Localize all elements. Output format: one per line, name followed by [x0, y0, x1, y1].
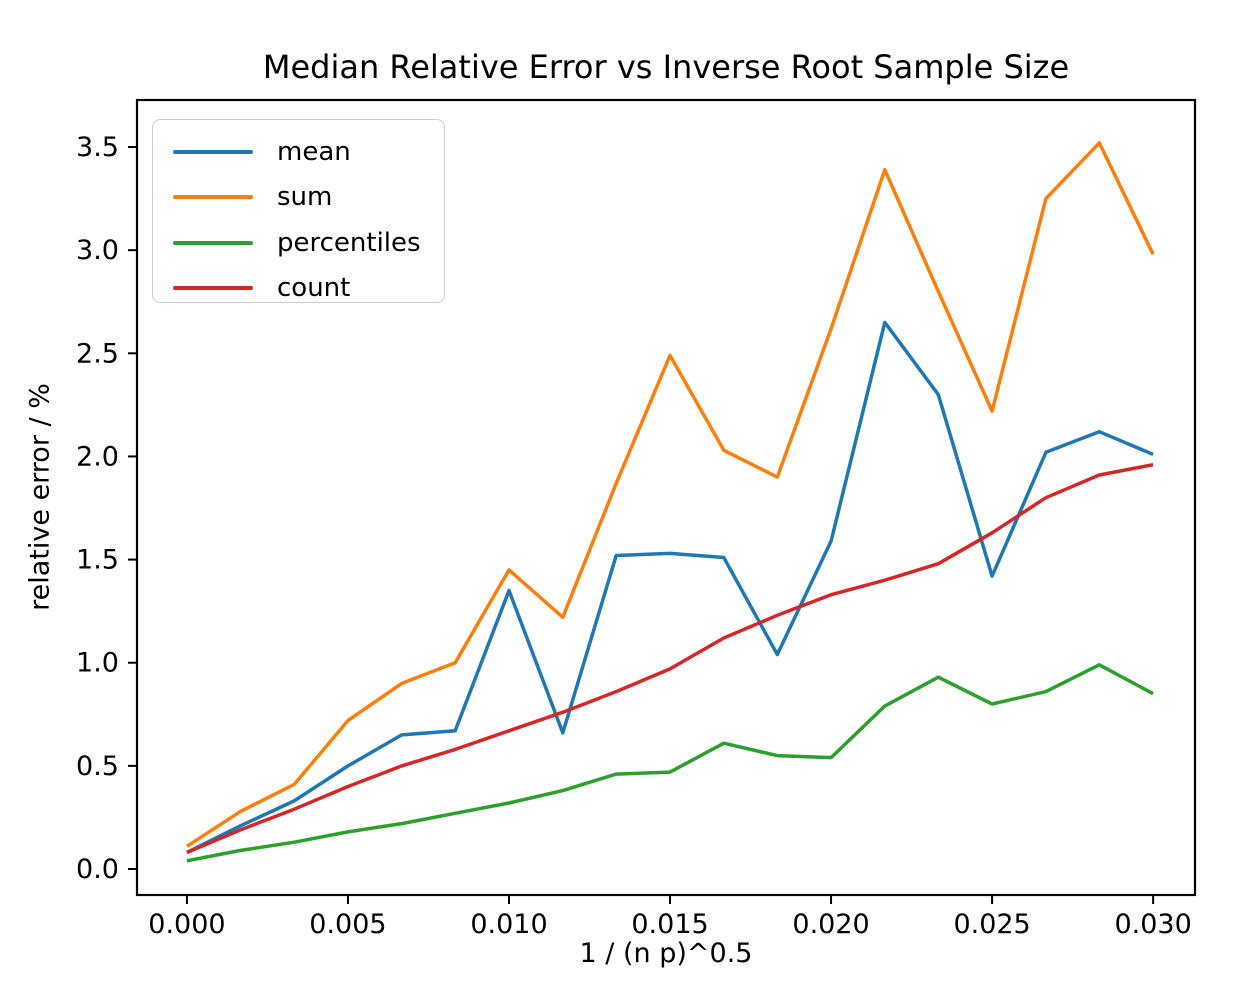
chart-line-percentiles — [186, 663, 1154, 863]
legend-label-sum: sum — [277, 182, 333, 213]
legend-swatch-count — [173, 286, 253, 291]
legend-item-count: count — [173, 266, 430, 312]
y-tick-label: 2.0 — [76, 441, 119, 472]
y-tick-label: 3.0 — [76, 235, 119, 266]
chart-line-sum — [185, 141, 1155, 848]
legend-item-percentiles: percentiles — [173, 220, 430, 266]
y-tick-label: 1.0 — [76, 648, 119, 679]
y-tick-label: 3.5 — [76, 132, 119, 163]
chart-line-mean — [186, 320, 1154, 855]
legend-item-mean: mean — [173, 129, 430, 175]
x-tick-label: 0.020 — [792, 909, 869, 940]
chart-title: Median Relative Error vs Inverse Root Sa… — [262, 48, 1070, 86]
x-tick-label: 0.030 — [1114, 909, 1191, 940]
legend-label-percentiles: percentiles — [277, 227, 421, 258]
y-tick-label: 0.0 — [76, 854, 119, 885]
legend-item-sum: sum — [173, 175, 430, 221]
y-tick-label: 2.5 — [76, 338, 119, 369]
x-tick-label: 0.010 — [470, 909, 547, 940]
x-tick-label: 0.005 — [309, 909, 386, 940]
legend-label-mean: mean — [277, 136, 351, 167]
x-tick-label: 0.025 — [953, 909, 1030, 940]
legend-swatch-percentiles — [173, 240, 253, 245]
legend-swatch-mean — [173, 149, 253, 154]
y-tick-label: 0.5 — [76, 751, 119, 782]
legend: mean sum percentiles count — [152, 119, 445, 303]
chart-line-count — [186, 462, 1154, 855]
legend-swatch-sum — [173, 195, 253, 200]
plot-border — [135, 98, 1197, 897]
legend-label-count: count — [277, 273, 351, 304]
x-tick-label: 0.000 — [148, 909, 225, 940]
x-tick-label: 0.015 — [631, 909, 708, 940]
x-axis-label: 1 / (n p)^0.5 — [579, 938, 753, 969]
y-tick-label: 1.5 — [76, 545, 119, 576]
